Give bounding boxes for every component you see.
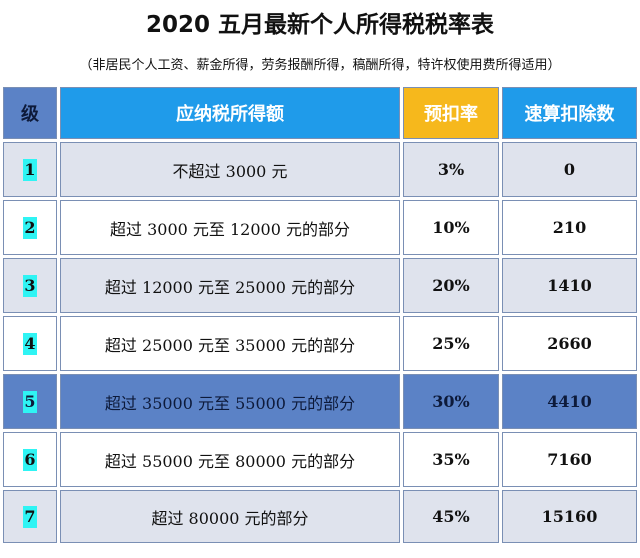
level-label: 6 bbox=[23, 448, 37, 471]
cell-level: 6 bbox=[3, 432, 57, 487]
cell-deduction: 4410 bbox=[502, 374, 637, 429]
cell-deduction: 7160 bbox=[502, 432, 637, 487]
header-level: 级 bbox=[3, 87, 57, 139]
cell-rate: 10% bbox=[403, 200, 499, 255]
level-label: 7 bbox=[23, 505, 37, 528]
cell-deduction: 2660 bbox=[502, 316, 637, 371]
cell-range: 不超过 3000 元 bbox=[60, 142, 400, 197]
cell-range: 超过 25000 元至 35000 元的部分 bbox=[60, 316, 400, 371]
cell-level: 7 bbox=[3, 490, 57, 543]
header-range: 应纳税所得额 bbox=[60, 87, 400, 139]
page-subtitle: （非居民个人工资、薪金所得，劳务报酬所得，稿酬所得，特许权使用费所得适用） bbox=[79, 57, 561, 73]
level-label: 5 bbox=[23, 390, 37, 413]
level-label: 4 bbox=[23, 332, 37, 355]
table-row: 7 超过 80000 元的部分 45% 15160 bbox=[3, 490, 637, 543]
cell-rate: 35% bbox=[403, 432, 499, 487]
level-label: 1 bbox=[23, 158, 37, 181]
cell-deduction: 0 bbox=[502, 142, 637, 197]
cell-range: 超过 35000 元至 55000 元的部分 bbox=[60, 374, 400, 429]
header-rate: 预扣率 bbox=[403, 87, 499, 139]
cell-range: 超过 55000 元至 80000 元的部分 bbox=[60, 432, 400, 487]
table-row: 2 超过 3000 元至 12000 元的部分 10% 210 bbox=[3, 200, 637, 255]
cell-rate: 30% bbox=[403, 374, 499, 429]
cell-rate: 25% bbox=[403, 316, 499, 371]
table-row: 6 超过 55000 元至 80000 元的部分 35% 7160 bbox=[3, 432, 637, 487]
cell-deduction: 15160 bbox=[502, 490, 637, 543]
cell-rate: 45% bbox=[403, 490, 499, 543]
page-title: 2020 五月最新个人所得税税率表 bbox=[145, 12, 495, 38]
level-label: 2 bbox=[23, 216, 37, 239]
cell-range: 超过 3000 元至 12000 元的部分 bbox=[60, 200, 400, 255]
cell-level: 2 bbox=[3, 200, 57, 255]
table-row: 4 超过 25000 元至 35000 元的部分 25% 2660 bbox=[3, 316, 637, 371]
tax-rate-table: 级 应纳税所得额 预扣率 速算扣除数 1 不超过 3000 元 3% 0 2 超… bbox=[0, 84, 640, 546]
cell-deduction: 210 bbox=[502, 200, 637, 255]
table-header-row: 级 应纳税所得额 预扣率 速算扣除数 bbox=[3, 87, 637, 139]
table-row: 1 不超过 3000 元 3% 0 bbox=[3, 142, 637, 197]
cell-range: 超过 12000 元至 25000 元的部分 bbox=[60, 258, 400, 313]
cell-level: 5 bbox=[3, 374, 57, 429]
cell-range: 超过 80000 元的部分 bbox=[60, 490, 400, 543]
cell-deduction: 1410 bbox=[502, 258, 637, 313]
cell-rate: 3% bbox=[403, 142, 499, 197]
cell-level: 3 bbox=[3, 258, 57, 313]
cell-rate: 20% bbox=[403, 258, 499, 313]
table-row-highlighted: 5 超过 35000 元至 55000 元的部分 30% 4410 bbox=[3, 374, 637, 429]
cell-level: 1 bbox=[3, 142, 57, 197]
table-row: 3 超过 12000 元至 25000 元的部分 20% 1410 bbox=[3, 258, 637, 313]
cell-level: 4 bbox=[3, 316, 57, 371]
level-label: 3 bbox=[23, 274, 37, 297]
header-deduction: 速算扣除数 bbox=[502, 87, 637, 139]
